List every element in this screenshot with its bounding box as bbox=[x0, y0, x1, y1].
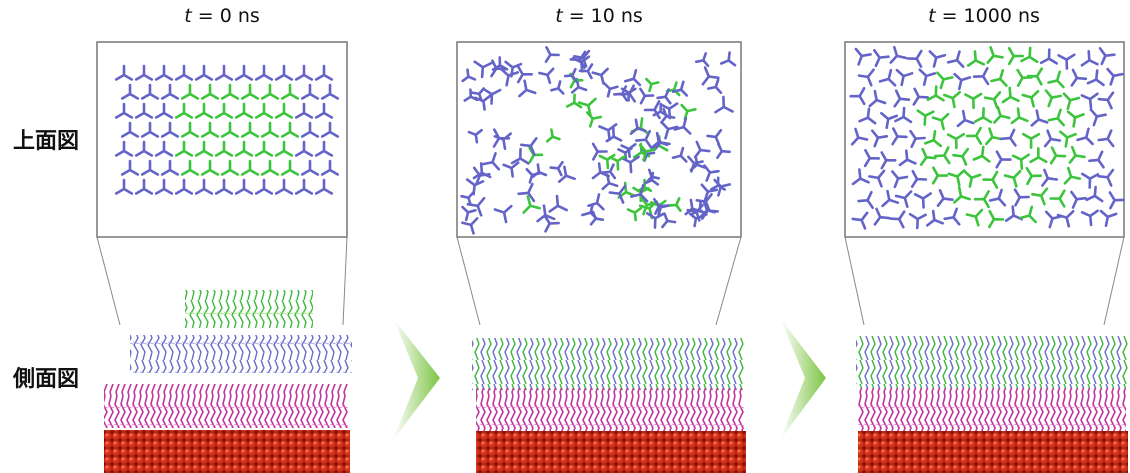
time-text: = 10 ns bbox=[569, 5, 643, 27]
time-text: = 1000 ns bbox=[942, 5, 1040, 27]
mixed-layer bbox=[472, 338, 744, 390]
time-var: t bbox=[555, 5, 564, 27]
pink-layer bbox=[104, 384, 348, 428]
row-label: 側面図 bbox=[12, 367, 79, 392]
time-var: t bbox=[184, 5, 193, 27]
time-text: = 0 ns bbox=[198, 5, 260, 27]
panel-title: t = 1000 ns bbox=[928, 5, 1040, 27]
arrow bbox=[780, 318, 826, 440]
mixed-layer bbox=[856, 336, 1128, 388]
substrate bbox=[104, 430, 350, 473]
panel-title: t = 0 ns bbox=[184, 5, 260, 27]
panel-title: t = 10 ns bbox=[555, 5, 643, 27]
time-var: t bbox=[928, 5, 937, 27]
substrate bbox=[858, 431, 1128, 473]
pink-layer bbox=[476, 388, 744, 432]
figure: t = 0 ns t = 10 ns t = 1000 ns 上面図 側面図 bbox=[0, 0, 1130, 473]
arrow bbox=[393, 318, 440, 440]
pink-layer bbox=[858, 388, 1126, 432]
row-label: 上面図 bbox=[13, 129, 79, 154]
substrate bbox=[476, 431, 746, 473]
top-view-box bbox=[97, 42, 347, 237]
green-layer bbox=[185, 290, 313, 328]
blue-layer bbox=[130, 335, 352, 373]
